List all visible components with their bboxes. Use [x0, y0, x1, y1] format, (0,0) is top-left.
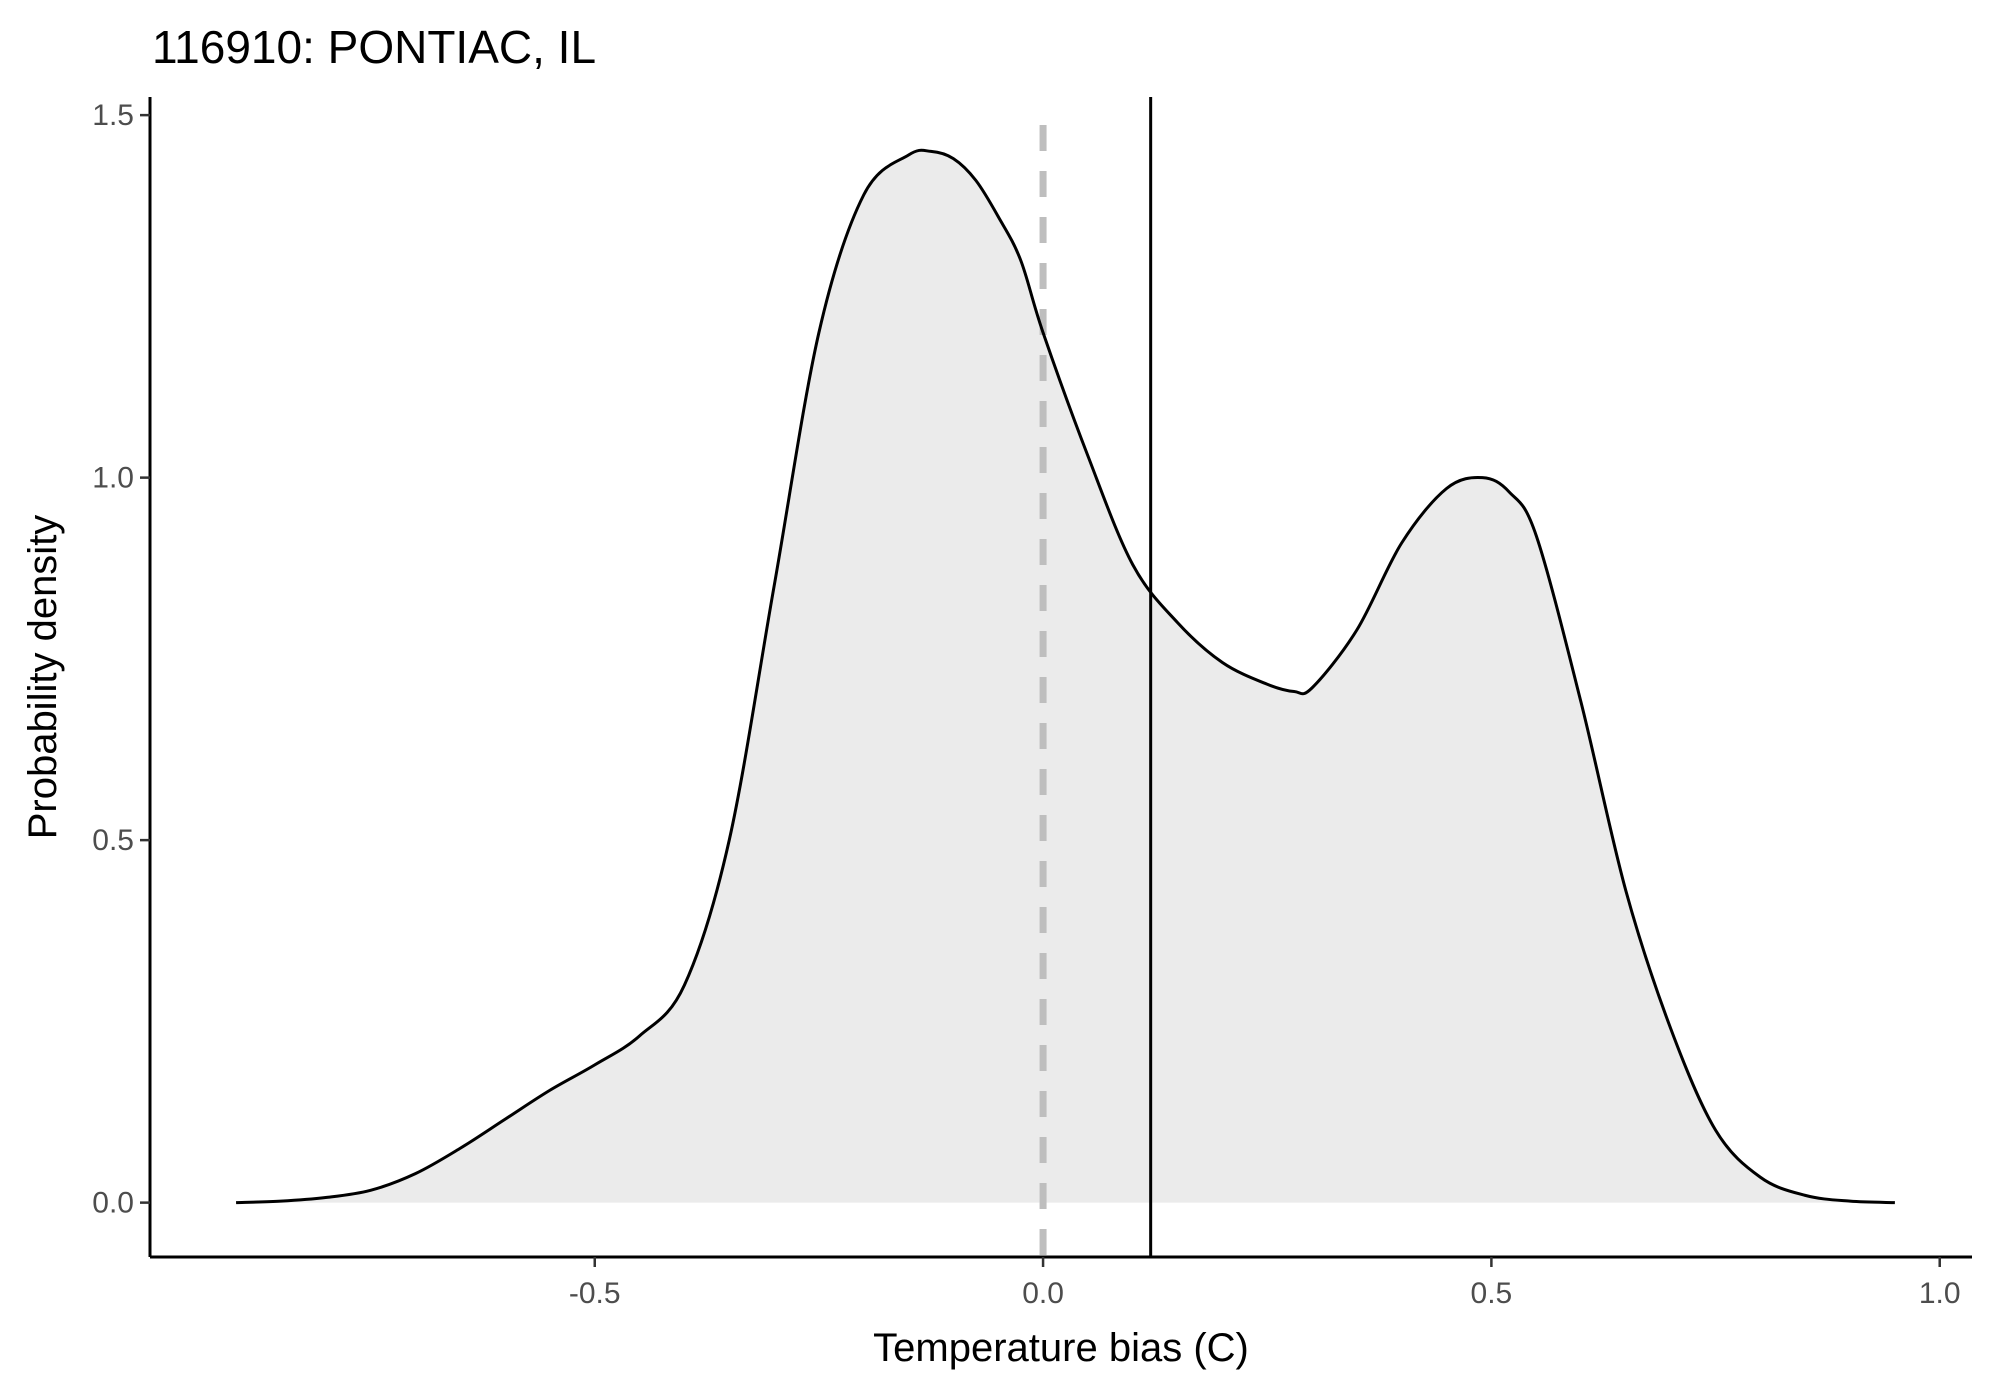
plot-area: [236, 97, 1895, 1257]
density-curve: [236, 148, 1895, 1205]
x-tick-label: 0.5: [1471, 1277, 1513, 1310]
y-axis-title: Probability density: [21, 515, 65, 840]
y-tick-label: 1.5: [92, 99, 134, 132]
x-tick-label: 0.0: [1022, 1277, 1064, 1310]
density-area: [236, 150, 1895, 1203]
x-tick-label: 1.0: [1919, 1277, 1961, 1310]
x-tick-label: -0.5: [569, 1277, 621, 1310]
y-tick-label: 0.5: [92, 824, 134, 857]
y-tick-label: 1.0: [92, 462, 134, 495]
ticks: -0.5 0.0 0.5 1.0 0.0 0.5 1.0 1.5: [92, 99, 1960, 1310]
chart-title: 116910: PONTIAC, IL: [152, 21, 596, 73]
x-axis-title: Temperature bias (C): [873, 1326, 1249, 1370]
y-tick-label: 0.0: [92, 1187, 134, 1220]
axes: [148, 97, 1972, 1259]
